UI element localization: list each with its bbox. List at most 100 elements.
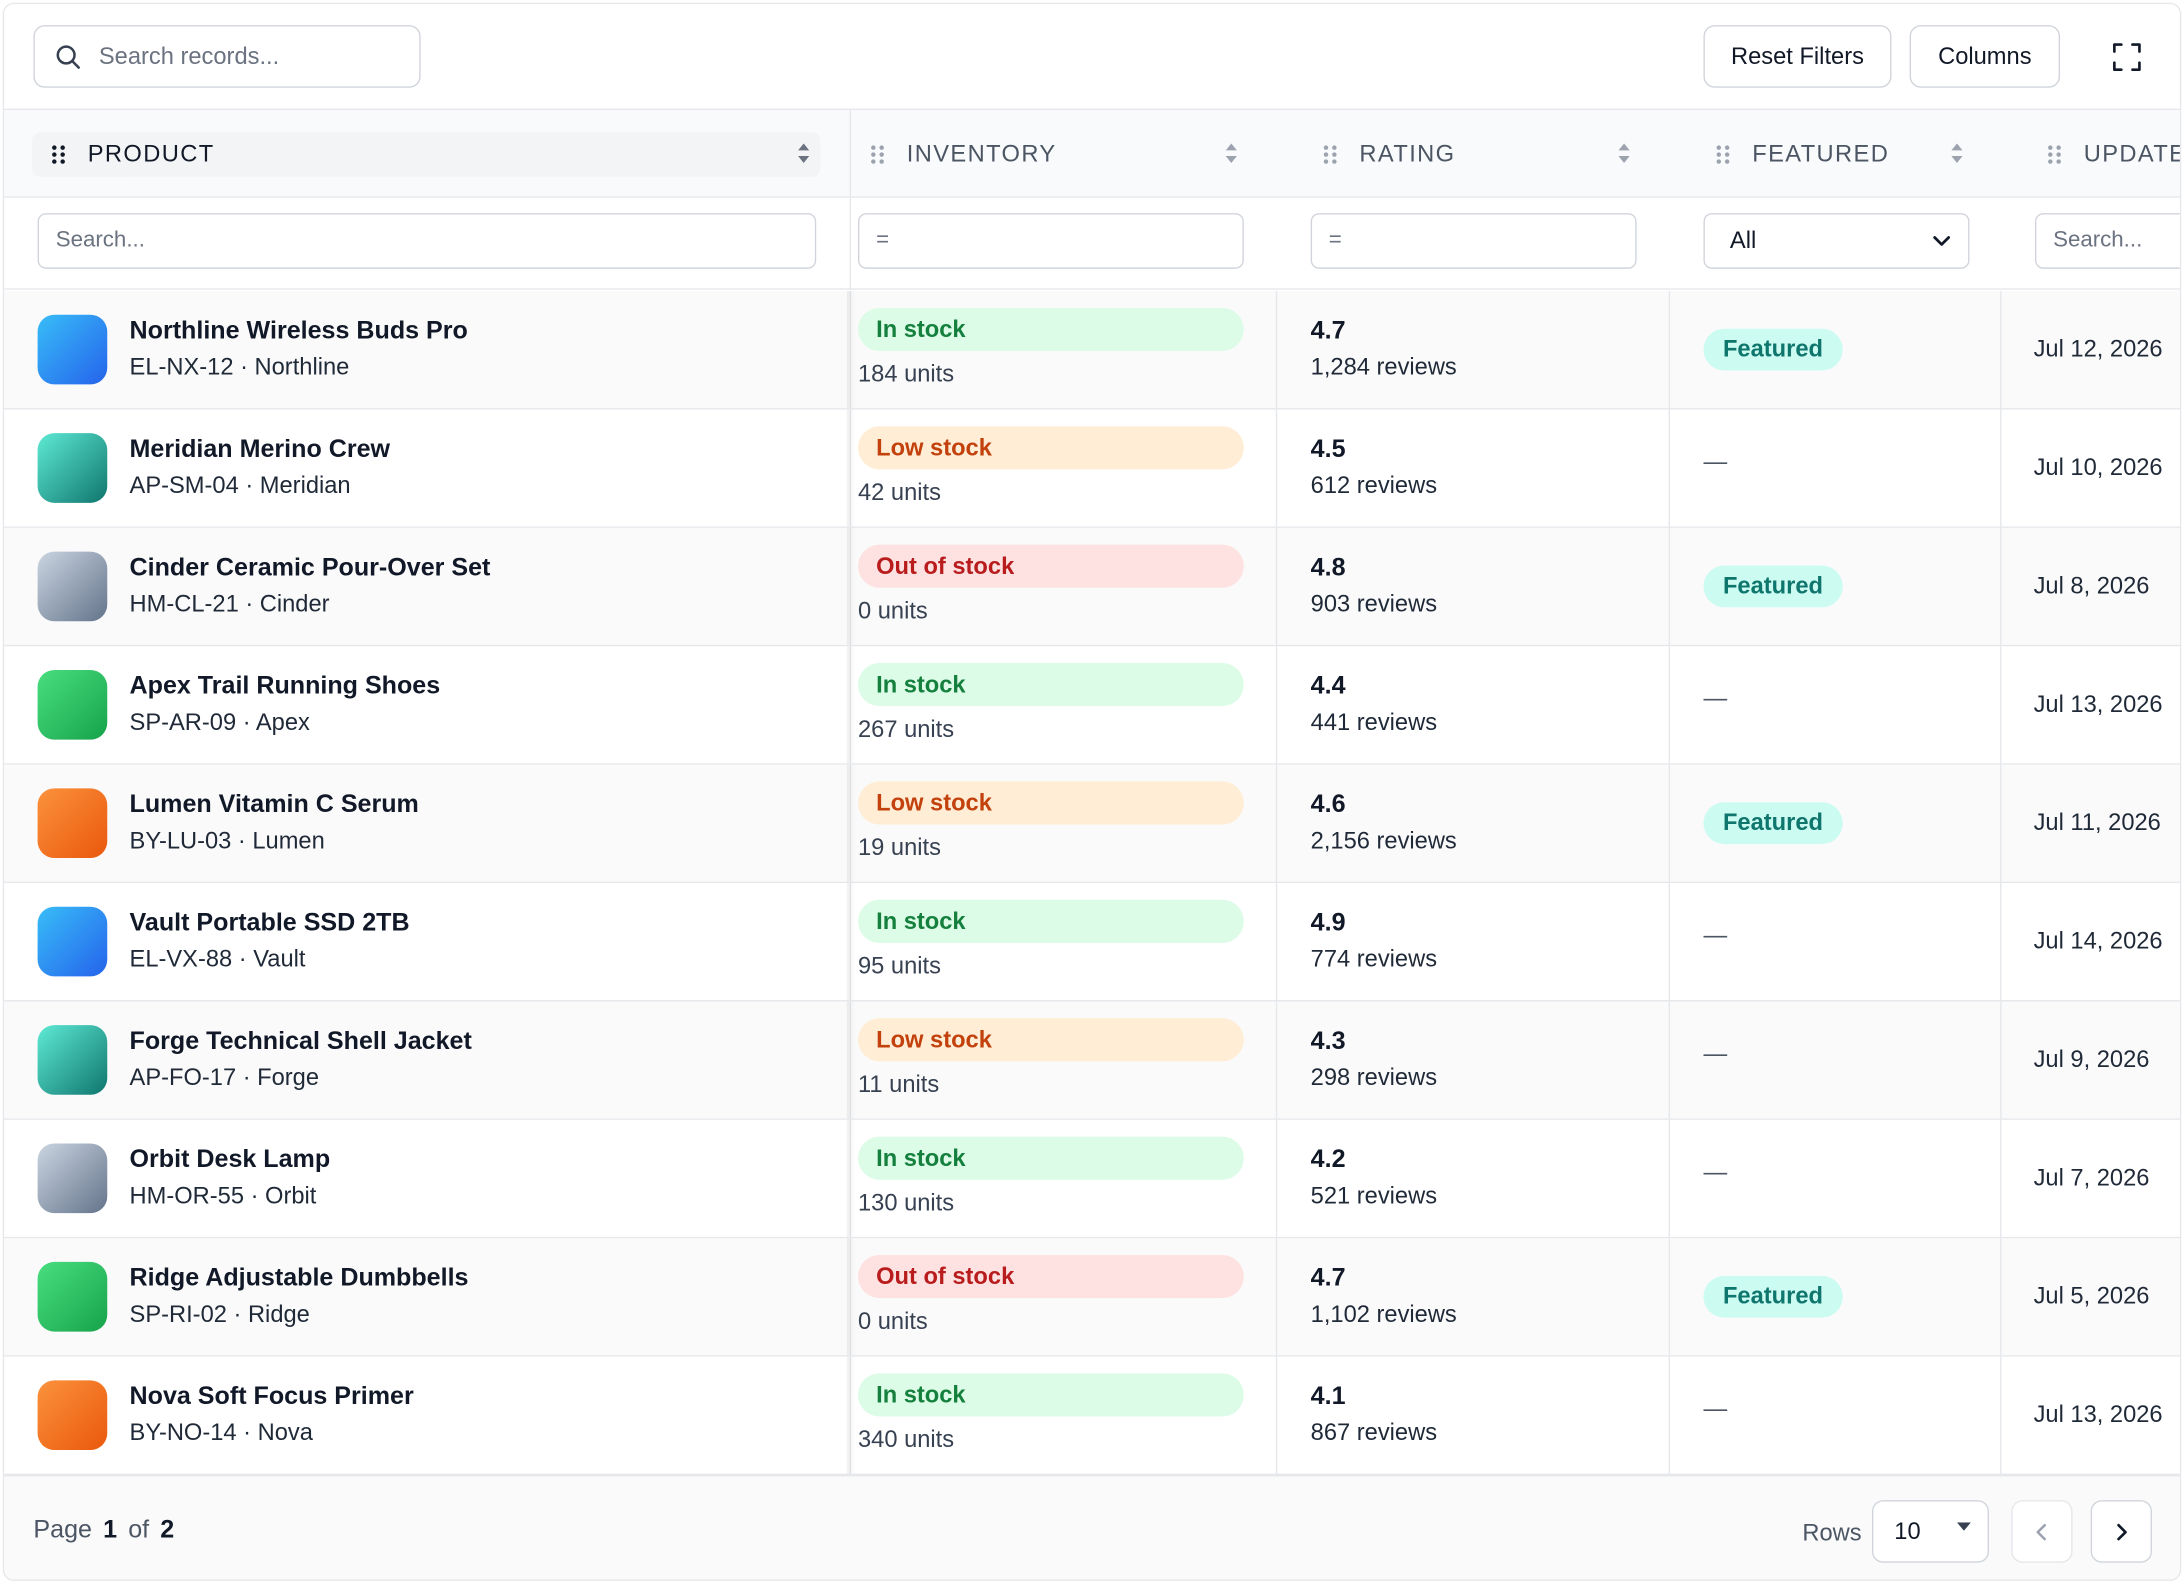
drag-handle-icon[interactable]: [2045, 140, 2065, 168]
rating-filter-input[interactable]: [1310, 213, 1637, 269]
rating-value: 4.3: [1310, 1026, 1346, 1055]
stock-units: 11 units: [858, 1071, 940, 1098]
rating-value: 4.6: [1310, 789, 1346, 818]
current-page: 1: [103, 1515, 118, 1544]
header-rating-label: RATING: [1359, 139, 1456, 167]
header-featured[interactable]: FEATURED: [1713, 110, 1889, 198]
table-row[interactable]: Meridian Merino Crew AP-SM-04 · Meridian L…: [4, 409, 2180, 528]
featured-empty: —: [1703, 1395, 1728, 1423]
header-inventory-label: INVENTORY: [906, 139, 1057, 167]
search-box[interactable]: [33, 25, 421, 88]
header-product[interactable]: PRODUCT: [49, 110, 215, 198]
product-sku-brand: HM-OR-55 · Orbit: [129, 1182, 317, 1210]
stock-units: 42 units: [858, 479, 941, 506]
rating-value: 4.1: [1310, 1381, 1346, 1410]
product-sku-brand: HM-CL-21 · Cinder: [129, 590, 330, 618]
sort-icon[interactable]: [795, 139, 812, 167]
drag-handle-icon[interactable]: [49, 140, 69, 168]
stock-status-badge: In stock: [858, 307, 1244, 352]
featured-empty: —: [1703, 448, 1728, 475]
stock-status-badge: In stock: [858, 899, 1244, 943]
inventory-filter-input[interactable]: [858, 213, 1244, 269]
table-row[interactable]: Ridge Adjustable Dumbbells SP-RI-02 · Rid…: [4, 1238, 2180, 1357]
sort-icon[interactable]: [1223, 139, 1240, 167]
review-count: 903 reviews: [1310, 590, 1438, 618]
stock-status-badge: Out of stock: [858, 544, 1244, 588]
table-row[interactable]: Northline Wireless Buds Pro EL-NX-12 · No…: [4, 291, 2180, 410]
header-inventory[interactable]: INVENTORY: [868, 110, 1057, 198]
product-thumbnail: [37, 906, 108, 977]
review-count: 774 reviews: [1310, 945, 1438, 973]
stock-status-badge: In stock: [858, 1373, 1244, 1417]
header-rating[interactable]: RATING: [1320, 110, 1455, 198]
table-row[interactable]: Lumen Vitamin C Serum BY-LU-03 · Lumen Low…: [4, 764, 2180, 884]
rating-value: 4.4: [1310, 671, 1346, 700]
product-thumbnail: [37, 669, 108, 740]
stock-status-badge: Out of stock: [858, 1254, 1244, 1299]
table-toolbar: Reset Filters Columns: [4, 4, 2180, 111]
product-thumbnail: [37, 433, 108, 503]
chevron-down-icon: [1933, 236, 1951, 246]
featured-empty: —: [1703, 1040, 1728, 1067]
product-sku-brand: BY-LU-03 · Lumen: [129, 827, 325, 854]
pinned-header-highlight: [32, 132, 821, 177]
drag-handle-icon[interactable]: [1713, 140, 1733, 168]
total-pages: 2: [160, 1515, 175, 1544]
featured-filter-select[interactable]: All: [1703, 213, 1970, 269]
stock-status-badge: Low stock: [858, 781, 1244, 825]
product-sku-brand: EL-VX-88 · Vault: [129, 945, 306, 973]
product-filter-input[interactable]: [37, 213, 817, 269]
product-name: Orbit Desk Lamp: [129, 1144, 331, 1173]
header-updated-label: UPDATED: [2083, 139, 2180, 167]
table-row[interactable]: Orbit Desk Lamp HM-OR-55 · Orbit In stock 1…: [4, 1119, 2180, 1239]
product-sku-brand: BY-NO-14 · Nova: [129, 1419, 313, 1446]
drag-handle-icon[interactable]: [868, 140, 888, 168]
table-row[interactable]: Cinder Ceramic Pour-Over Set HM-CL-21 · C…: [4, 527, 2180, 647]
sort-icon[interactable]: [1949, 139, 1966, 167]
product-name: Forge Technical Shell Jacket: [129, 1026, 472, 1055]
updated-date: Jul 13, 2026: [2033, 690, 2163, 718]
table-row[interactable]: Apex Trail Running Shoes SP-AR-09 · Apex I…: [4, 646, 2180, 765]
fullscreen-icon[interactable]: [2107, 38, 2146, 77]
product-sku-brand: EL-NX-12 · Northline: [129, 353, 350, 381]
sort-icon[interactable]: [1616, 139, 1633, 167]
next-page-button[interactable]: [2090, 1500, 2152, 1563]
product-thumbnail: [37, 1025, 108, 1095]
review-count: 867 reviews: [1310, 1419, 1438, 1446]
featured-empty: —: [1703, 922, 1728, 949]
stock-units: 184 units: [858, 360, 955, 388]
product-name: Meridian Merino Crew: [129, 434, 391, 463]
review-count: 612 reviews: [1310, 472, 1438, 499]
product-thumbnail: [37, 788, 108, 859]
previous-page-button[interactable]: [2011, 1500, 2073, 1563]
reset-filters-button[interactable]: Reset Filters: [1703, 25, 1892, 88]
featured-filter-value: All: [1729, 227, 1757, 254]
updated-date: Jul 14, 2026: [2033, 927, 2163, 955]
rows-label: Rows: [1802, 1519, 1862, 1547]
search-input[interactable]: [98, 42, 392, 71]
rows-per-page-select[interactable]: 10: [1872, 1500, 1990, 1563]
stock-units: 340 units: [858, 1426, 955, 1453]
rows-per-page-value: 10: [1894, 1517, 1921, 1544]
review-count: 2,156 reviews: [1310, 827, 1457, 854]
columns-button[interactable]: Columns: [1909, 25, 2061, 88]
drag-handle-icon[interactable]: [1320, 140, 1340, 168]
table-row[interactable]: Nova Soft Focus Primer BY-NO-14 · Nova In …: [4, 1356, 2180, 1476]
stock-status-badge: Low stock: [858, 1018, 1244, 1062]
updated-date: Jul 10, 2026: [2033, 454, 2163, 481]
updated-date: Jul 8, 2026: [2033, 572, 2150, 599]
updated-filter-input[interactable]: [2034, 213, 2180, 269]
pagination-footer: Page 1 of 2 Rows 10: [4, 1475, 2180, 1580]
review-count: 521 reviews: [1310, 1182, 1438, 1210]
table-row[interactable]: Forge Technical Shell Jacket AP-FO-17 · F…: [4, 1001, 2180, 1120]
filter-row: All: [4, 197, 2180, 290]
table-row[interactable]: Vault Portable SSD 2TB EL-VX-88 · Vault In…: [4, 883, 2180, 1002]
product-name: Ridge Adjustable Dumbbells: [129, 1263, 469, 1292]
product-thumbnail: [37, 1380, 108, 1450]
featured-badge: Featured: [1703, 565, 1843, 608]
header-updated[interactable]: UPDATED: [2045, 110, 2180, 198]
product-name: Cinder Ceramic Pour-Over Set: [129, 552, 491, 581]
updated-date: Jul 11, 2026: [2033, 809, 2161, 836]
updated-date: Jul 12, 2026: [2033, 335, 2163, 363]
